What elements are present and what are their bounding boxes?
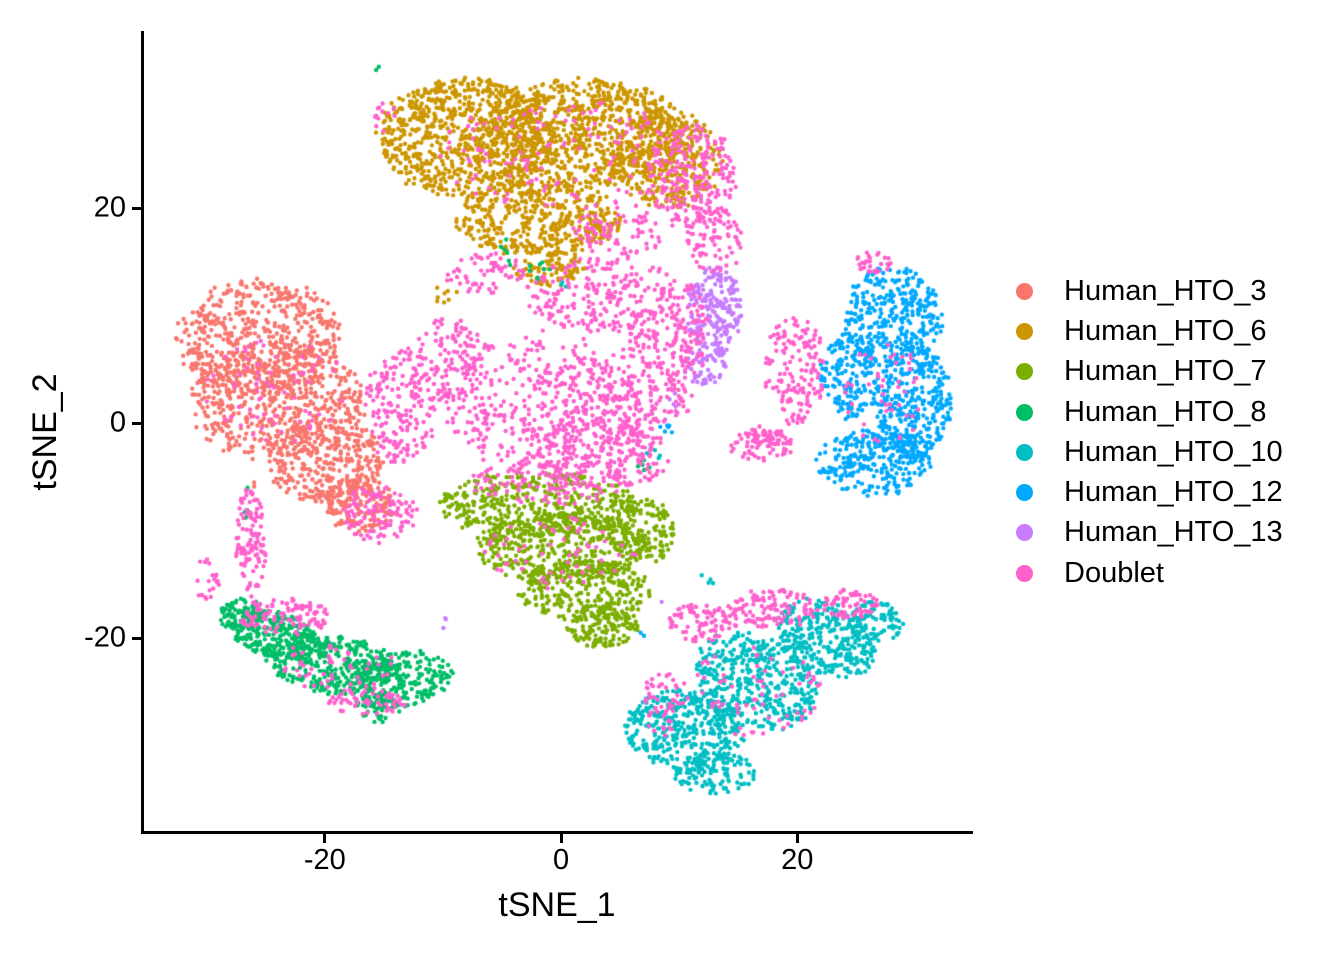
x-tick-mark (323, 834, 327, 843)
legend-item-Human_HTO_8: Human_HTO_8 (1016, 392, 1283, 432)
legend: Human_HTO_3 Human_HTO_6 Human_HTO_7 Human_H… (1016, 271, 1283, 593)
legend-label: Human_HTO_8 (1064, 395, 1267, 428)
legend-swatch-icon (1016, 484, 1033, 502)
legend-label: Human_HTO_10 (1064, 435, 1283, 468)
y-tick-label: 0 (109, 406, 126, 439)
legend-swatch-icon (1016, 443, 1033, 461)
legend-label: Doublet (1064, 556, 1164, 589)
y-tick-mark (132, 636, 141, 640)
legend-item-Human_HTO_3: Human_HTO_3 (1016, 271, 1283, 311)
scatter-points-canvas (143, 32, 972, 833)
y-tick-mark (132, 421, 141, 425)
x-tick-label: -20 (303, 844, 346, 876)
legend-label: Human_HTO_6 (1064, 314, 1267, 347)
legend-swatch-icon (1016, 363, 1033, 381)
x-tick-label: 20 (781, 844, 814, 876)
legend-swatch-icon (1016, 524, 1033, 542)
legend-item-Human_HTO_7: Human_HTO_7 (1016, 352, 1283, 392)
legend-item-Human_HTO_13: Human_HTO_13 (1016, 513, 1283, 553)
x-axis-title: tSNE_1 (498, 886, 616, 924)
x-tick-mark (559, 834, 563, 843)
legend-swatch-icon (1016, 403, 1033, 421)
legend-item-Human_HTO_12: Human_HTO_12 (1016, 472, 1283, 512)
y-axis-line (141, 31, 144, 834)
legend-item-Human_HTO_10: Human_HTO_10 (1016, 432, 1283, 472)
legend-swatch-icon (1016, 322, 1033, 340)
legend-swatch-icon (1016, 282, 1033, 300)
x-tick-mark (795, 834, 799, 843)
legend-label: Human_HTO_7 (1064, 355, 1267, 388)
x-axis-line (141, 831, 973, 834)
y-tick-mark (132, 206, 141, 210)
y-tick-label: 20 (93, 191, 126, 224)
legend-item-Human_HTO_6: Human_HTO_6 (1016, 311, 1283, 351)
legend-label: Human_HTO_12 (1064, 476, 1283, 509)
x-tick-label: 0 (552, 844, 570, 876)
legend-label: Human_HTO_3 (1064, 274, 1267, 307)
legend-label: Human_HTO_13 (1064, 516, 1283, 549)
legend-swatch-icon (1016, 564, 1033, 582)
y-tick-label: -20 (84, 621, 126, 654)
legend-item-Doublet: Doublet (1016, 553, 1283, 593)
